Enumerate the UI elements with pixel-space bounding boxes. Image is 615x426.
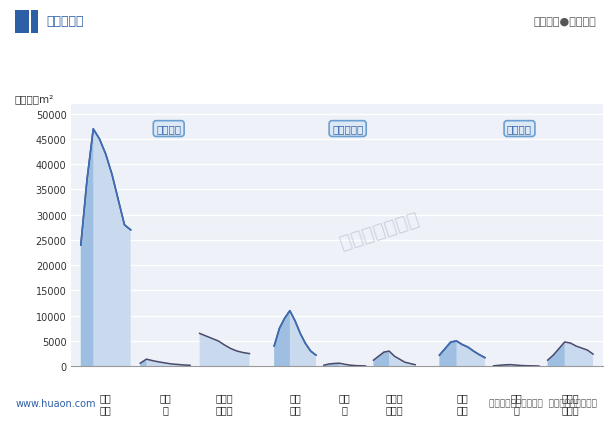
Text: 华经产业研究院: 华经产业研究院 <box>337 208 421 252</box>
Text: 单位：万m²: 单位：万m² <box>15 94 54 104</box>
Polygon shape <box>373 351 415 366</box>
Bar <box>31 11 38 34</box>
Text: 2016-2024年1-7月安徽省房地产施工面积情况: 2016-2024年1-7月安徽省房地产施工面积情况 <box>167 58 448 76</box>
Polygon shape <box>324 363 339 366</box>
Text: www.huaon.com: www.huaon.com <box>15 397 96 408</box>
Polygon shape <box>200 334 250 366</box>
Polygon shape <box>81 130 131 366</box>
Polygon shape <box>373 351 389 366</box>
Polygon shape <box>547 342 565 366</box>
Text: 办公
楼: 办公 楼 <box>510 393 522 414</box>
Text: 竣工面积: 竣工面积 <box>507 124 532 134</box>
Polygon shape <box>494 365 510 366</box>
Text: 商业营
业用房: 商业营 业用房 <box>561 393 579 414</box>
Polygon shape <box>140 359 146 366</box>
Text: 新开工面积: 新开工面积 <box>332 124 363 134</box>
Text: 办公
楼: 办公 楼 <box>159 393 171 414</box>
Polygon shape <box>324 363 365 366</box>
Bar <box>15 11 29 34</box>
Text: 商业营
业用房: 商业营 业用房 <box>386 393 403 414</box>
Text: 华经情报网: 华经情报网 <box>46 15 84 28</box>
Polygon shape <box>547 342 593 366</box>
Text: 商业营
业用房: 商业营 业用房 <box>216 393 233 414</box>
Polygon shape <box>274 311 316 366</box>
Text: 商品
住宅: 商品 住宅 <box>100 393 111 414</box>
Text: 商品
住宅: 商品 住宅 <box>289 393 301 414</box>
Text: 数据来源：国家统计局  华经产业研究院整理: 数据来源：国家统计局 华经产业研究院整理 <box>489 398 597 407</box>
Polygon shape <box>140 359 190 366</box>
Polygon shape <box>440 341 456 366</box>
Polygon shape <box>494 365 539 366</box>
Text: 商品
住宅: 商品 住宅 <box>456 393 468 414</box>
Polygon shape <box>440 341 485 366</box>
Text: 办公
楼: 办公 楼 <box>339 393 351 414</box>
Text: 专业严谨●客观科学: 专业严谨●客观科学 <box>534 17 597 26</box>
Text: 施工面积: 施工面积 <box>156 124 181 134</box>
Polygon shape <box>274 311 290 366</box>
Polygon shape <box>81 130 93 366</box>
